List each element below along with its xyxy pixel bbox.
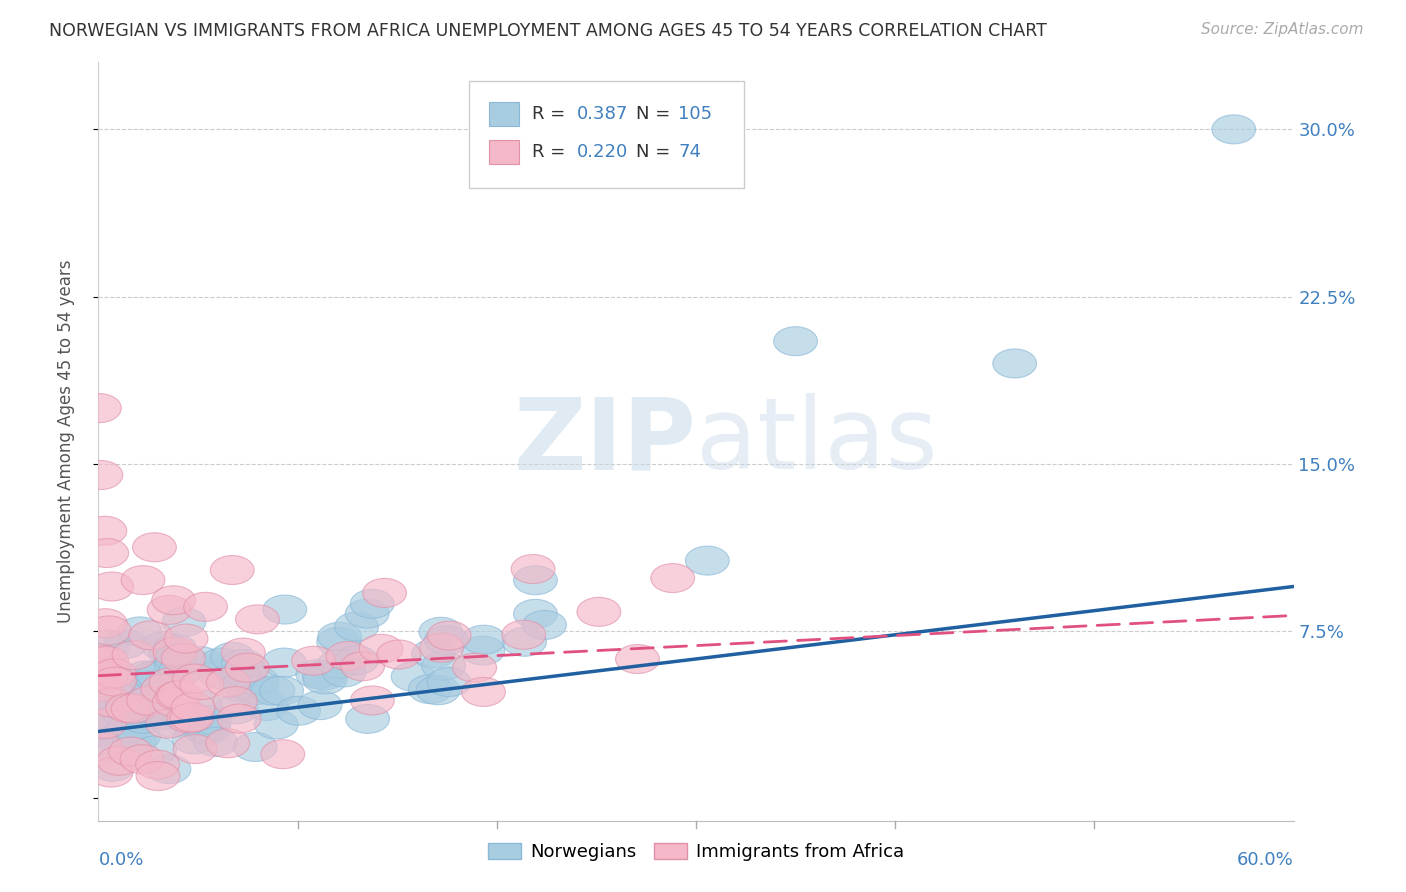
Text: NORWEGIAN VS IMMIGRANTS FROM AFRICA UNEMPLOYMENT AMONG AGES 45 TO 54 YEARS CORRE: NORWEGIAN VS IMMIGRANTS FROM AFRICA UNEM… bbox=[49, 22, 1047, 40]
FancyBboxPatch shape bbox=[470, 81, 744, 187]
Text: 0.220: 0.220 bbox=[576, 143, 627, 161]
Legend: Norwegians, Immigrants from Africa: Norwegians, Immigrants from Africa bbox=[481, 836, 911, 869]
Y-axis label: Unemployment Among Ages 45 to 54 years: Unemployment Among Ages 45 to 54 years bbox=[56, 260, 75, 624]
Text: N =: N = bbox=[637, 105, 676, 123]
Text: R =: R = bbox=[533, 105, 571, 123]
Text: 74: 74 bbox=[678, 143, 702, 161]
Bar bbox=[489, 102, 519, 126]
Text: Source: ZipAtlas.com: Source: ZipAtlas.com bbox=[1201, 22, 1364, 37]
Text: 60.0%: 60.0% bbox=[1237, 851, 1294, 869]
Text: R =: R = bbox=[533, 143, 571, 161]
Text: ZIP: ZIP bbox=[513, 393, 696, 490]
Text: 105: 105 bbox=[678, 105, 713, 123]
Text: 0.387: 0.387 bbox=[576, 105, 628, 123]
Text: atlas: atlas bbox=[696, 393, 938, 490]
Bar bbox=[489, 140, 519, 164]
Text: 0.0%: 0.0% bbox=[98, 851, 143, 869]
Text: N =: N = bbox=[637, 143, 676, 161]
